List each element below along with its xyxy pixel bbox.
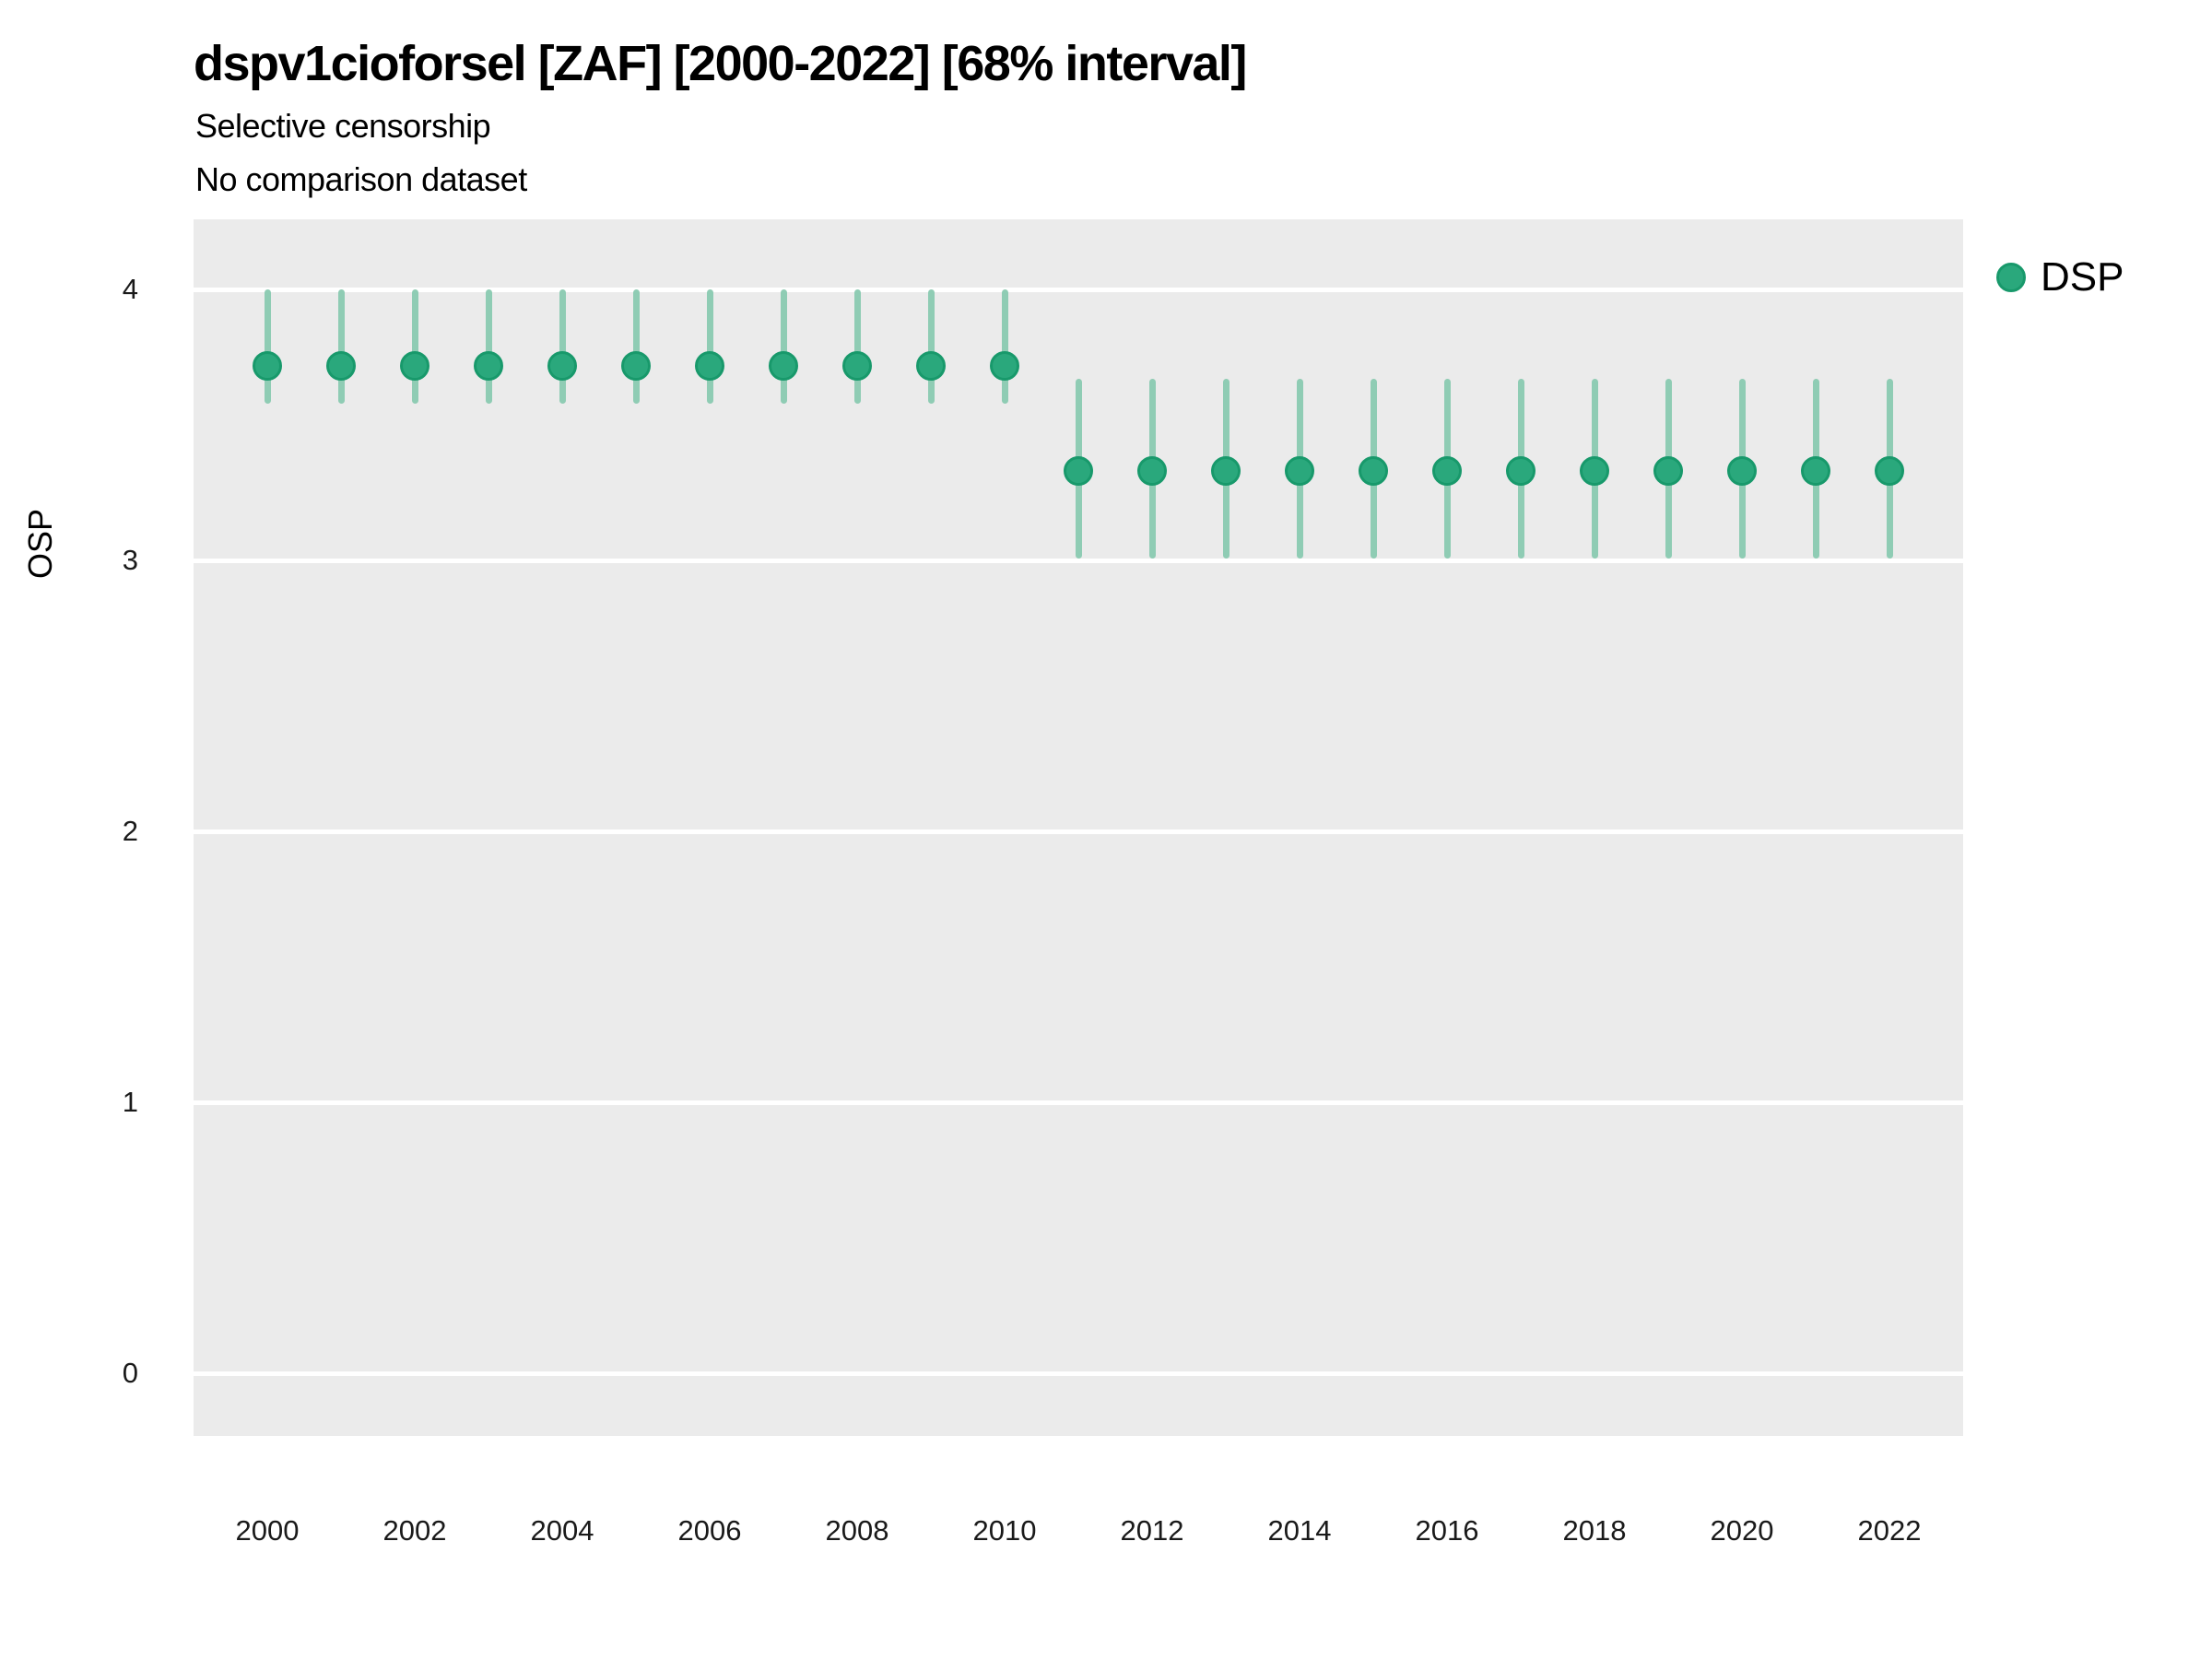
interval-dsp-2009 — [927, 289, 935, 404]
point-dsp-2020 — [1727, 456, 1757, 487]
point-dsp-2001 — [326, 350, 356, 381]
legend-dsp-swatch-icon — [1996, 263, 2026, 292]
x-tick-label-2012: 2012 — [1120, 1514, 1184, 1547]
point-dsp-2017 — [1506, 456, 1535, 487]
chart-title: dspv1cioforsel [ZAF] [2000-2022] [68% in… — [194, 36, 1247, 91]
point-dsp-2000 — [253, 350, 282, 381]
point-dsp-2002 — [400, 350, 429, 381]
interval-dsp-2006 — [706, 289, 713, 404]
point-dsp-2003 — [474, 350, 503, 381]
x-tick-label-2008: 2008 — [825, 1514, 889, 1547]
x-tick-label-2004: 2004 — [530, 1514, 594, 1547]
point-dsp-2013 — [1211, 456, 1241, 487]
x-tick-label-2002: 2002 — [382, 1514, 447, 1547]
y-tick-label-0: 0 — [122, 1357, 138, 1390]
point-dsp-2015 — [1359, 456, 1388, 487]
point-dsp-2016 — [1432, 456, 1462, 487]
y-tick-label-4: 4 — [122, 273, 138, 306]
point-dsp-2012 — [1137, 456, 1167, 487]
point-dsp-2008 — [842, 350, 872, 381]
x-tick-label-2000: 2000 — [235, 1514, 300, 1547]
x-tick-label-2016: 2016 — [1415, 1514, 1479, 1547]
point-dsp-2006 — [695, 350, 724, 381]
gridline-y-4 — [194, 287, 1963, 292]
point-dsp-2011 — [1064, 456, 1093, 487]
interval-dsp-2008 — [853, 289, 861, 404]
gridline-y-3 — [194, 558, 1963, 563]
interval-dsp-2010 — [1001, 289, 1008, 404]
point-dsp-2007 — [769, 350, 798, 381]
gridline-y-1 — [194, 1100, 1963, 1105]
point-dsp-2009 — [916, 350, 946, 381]
gridline-y-2 — [194, 829, 1963, 834]
interval-dsp-2002 — [411, 289, 418, 404]
x-tick-label-2014: 2014 — [1267, 1514, 1332, 1547]
x-tick-label-2010: 2010 — [972, 1514, 1037, 1547]
x-tick-label-2020: 2020 — [1710, 1514, 1774, 1547]
interval-dsp-2000 — [264, 289, 271, 404]
x-tick-label-2006: 2006 — [677, 1514, 742, 1547]
interval-dsp-2003 — [485, 289, 492, 404]
interval-dsp-2005 — [632, 289, 640, 404]
x-tick-label-2018: 2018 — [1562, 1514, 1627, 1547]
x-tick-label-2022: 2022 — [1857, 1514, 1922, 1547]
point-dsp-2010 — [990, 350, 1019, 381]
point-dsp-2018 — [1580, 456, 1609, 487]
chart-subtitle-2: No comparison dataset — [195, 160, 527, 198]
legend: DSP — [1996, 254, 2124, 300]
point-dsp-2019 — [1653, 456, 1683, 487]
gridline-y-0 — [194, 1371, 1963, 1376]
y-tick-label-3: 3 — [122, 544, 138, 577]
interval-dsp-2001 — [337, 289, 345, 404]
interval-dsp-2004 — [559, 289, 566, 404]
chart-subtitle: Selective censorship — [195, 107, 491, 145]
point-dsp-2022 — [1875, 456, 1904, 487]
y-tick-label-2: 2 — [122, 815, 138, 848]
legend-dsp-label: DSP — [2041, 254, 2124, 300]
y-tick-label-1: 1 — [122, 1086, 138, 1119]
point-dsp-2021 — [1801, 456, 1830, 487]
point-dsp-2004 — [547, 350, 577, 381]
point-dsp-2014 — [1285, 456, 1314, 487]
point-dsp-2005 — [621, 350, 651, 381]
interval-dsp-2007 — [780, 289, 787, 404]
